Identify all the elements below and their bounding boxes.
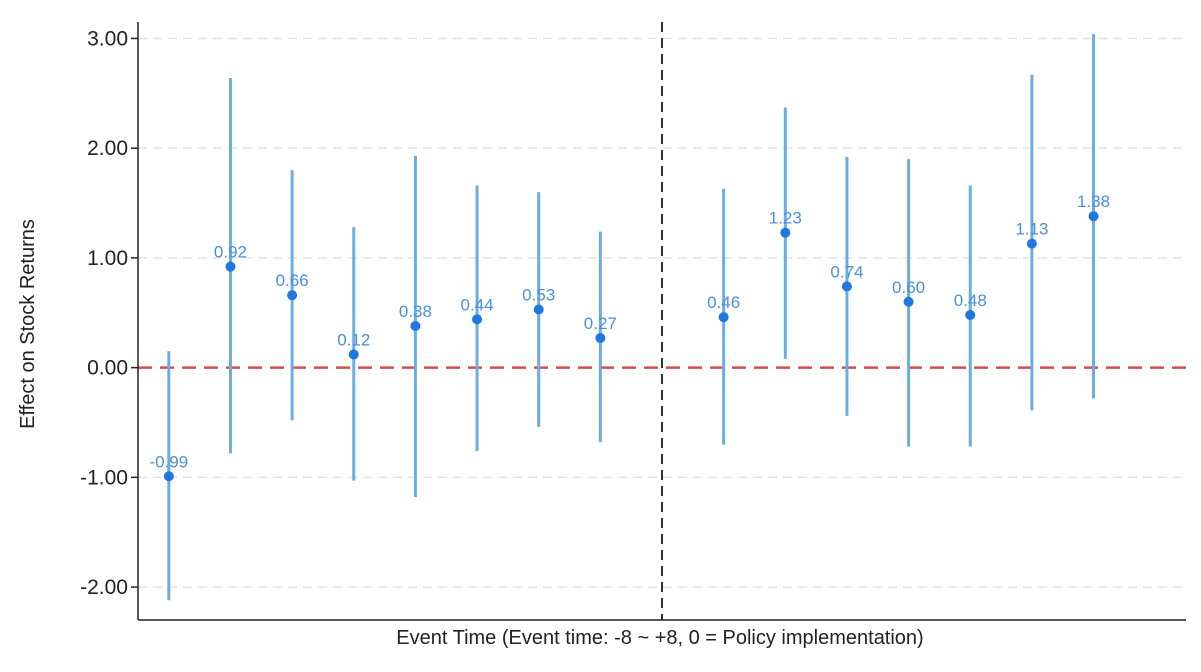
confidence-intervals bbox=[167, 34, 1096, 601]
data-point bbox=[410, 320, 421, 331]
data-label: 0.48 bbox=[954, 291, 987, 310]
data-label: 0.66 bbox=[276, 271, 309, 290]
data-point bbox=[533, 304, 544, 315]
y-axis-tick-labels: 3.00 2.00 1.00 0.00 -1.00 -2.00 bbox=[80, 27, 128, 599]
data-label: 1.13 bbox=[1015, 220, 1048, 239]
data-label: 0.27 bbox=[584, 314, 617, 333]
data-label: 0.92 bbox=[214, 243, 247, 262]
data-point bbox=[472, 314, 483, 325]
data-point bbox=[841, 281, 852, 292]
data-point bbox=[1026, 238, 1037, 249]
y-tick-label: 0.00 bbox=[87, 357, 128, 380]
data-point bbox=[225, 261, 236, 272]
data-labels: -0.99 0.92 0.66 0.12 0.38 0.44 0.53 0.27 0.46 1.2… bbox=[149, 192, 1110, 471]
data-label: 0.53 bbox=[522, 285, 555, 304]
data-point bbox=[780, 227, 791, 238]
data-label: 1.38 bbox=[1077, 192, 1110, 211]
y-tick-label: -1.00 bbox=[80, 466, 128, 489]
data-label: 0.74 bbox=[830, 262, 863, 281]
data-point bbox=[718, 312, 729, 323]
data-label: 1.23 bbox=[769, 209, 802, 228]
data-label: 0.38 bbox=[399, 302, 432, 321]
data-point bbox=[903, 296, 914, 307]
data-label: 0.12 bbox=[337, 330, 370, 349]
gridlines bbox=[138, 37, 1186, 588]
y-tick-label: 1.00 bbox=[87, 247, 128, 270]
data-point bbox=[163, 471, 174, 482]
data-label: 0.60 bbox=[892, 278, 925, 297]
data-point bbox=[595, 333, 606, 344]
y-tick-label: 3.00 bbox=[87, 27, 128, 50]
data-label: 0.46 bbox=[707, 293, 740, 312]
data-points bbox=[163, 211, 1099, 482]
y-tick-label: 2.00 bbox=[87, 137, 128, 160]
data-point bbox=[965, 309, 976, 320]
y-axis-title: Effect on Stock Returns bbox=[17, 219, 39, 429]
data-label: 0.44 bbox=[461, 295, 494, 314]
x-axis-title: Event Time (Event time: -8 ~ +8, 0 = Pol… bbox=[396, 627, 923, 649]
y-tick-label: -2.00 bbox=[80, 576, 128, 599]
data-point bbox=[1088, 211, 1099, 222]
data-point bbox=[287, 290, 298, 301]
reference-lines bbox=[138, 22, 1186, 620]
axes bbox=[131, 22, 1186, 621]
data-label: -0.99 bbox=[149, 452, 188, 471]
data-point bbox=[348, 349, 359, 360]
